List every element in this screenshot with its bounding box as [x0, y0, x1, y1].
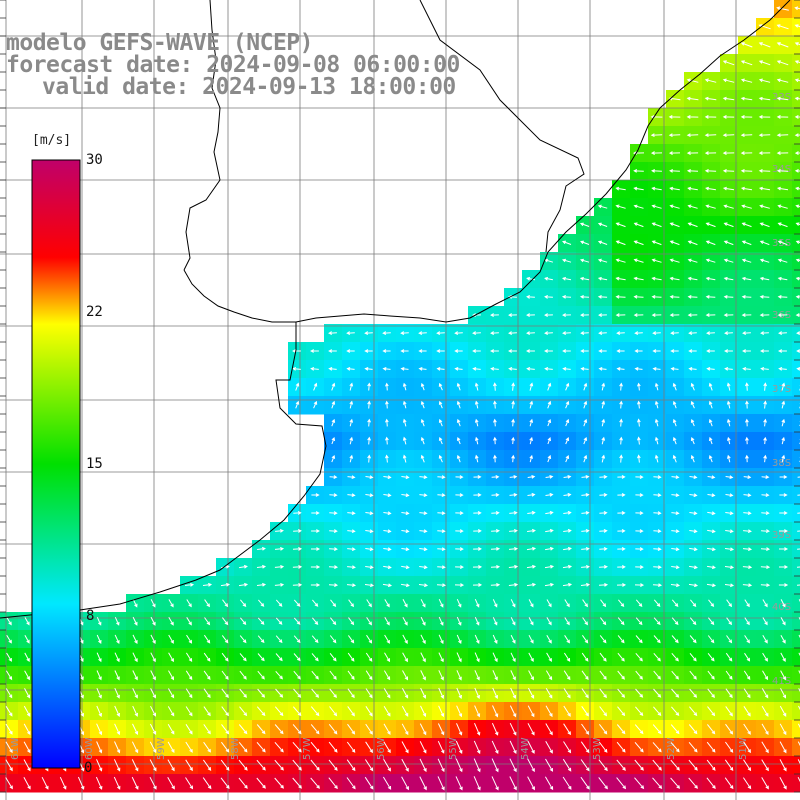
lat-label: 40S	[772, 602, 791, 613]
colorbar-tick-15: 15	[86, 456, 103, 472]
colorbar-tick-0: 0	[84, 760, 93, 776]
lon-label: 57W	[302, 737, 313, 760]
country-border	[419, 0, 585, 253]
colorbar	[31, 159, 81, 769]
lon-label: 51W	[738, 737, 749, 760]
lon-label: 60W	[84, 737, 95, 760]
lon-label: 61W	[10, 737, 21, 760]
lon-label: 58W	[230, 737, 241, 760]
lat-label: 41S	[772, 676, 791, 687]
river-border	[183, 0, 221, 271]
lon-label: 52W	[666, 737, 677, 760]
valid-date: valid date: 2024-09-13 18:00:00	[42, 74, 456, 100]
lon-label: 59W	[156, 737, 167, 760]
colorbar-tick-22: 22	[86, 304, 103, 320]
lat-label: 39S	[772, 530, 791, 541]
lat-label: 35S	[772, 238, 791, 249]
colorbar-tick-30: 30	[86, 152, 103, 168]
coastline-south	[0, 322, 327, 619]
lon-label: 56W	[376, 737, 387, 760]
model-title: modelo GEFS-WAVE (NCEP)	[6, 30, 314, 56]
lon-label: 53W	[592, 737, 603, 760]
colorbar-tick-8: 8	[86, 608, 95, 624]
lat-label: 33S	[772, 92, 791, 103]
coastline	[183, 0, 791, 323]
lat-label: 34S	[772, 164, 791, 175]
lon-label: 55W	[448, 737, 459, 760]
lat-label: 38S	[772, 458, 791, 469]
forecast-date: forecast date: 2024-09-08 06:00:00	[6, 52, 460, 78]
lat-label: 37S	[772, 384, 791, 395]
lon-label: 54W	[520, 737, 531, 760]
colorbar-units: [m/s]	[32, 133, 72, 148]
wind-direction-arrows	[5, 6, 800, 791]
